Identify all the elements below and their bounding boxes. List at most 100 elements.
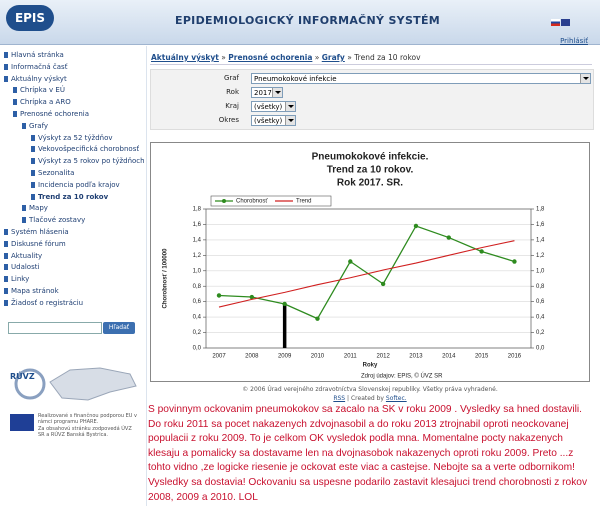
- menu-label[interactable]: Výskyt za 52 týždňov: [38, 133, 113, 142]
- select[interactable]: Pneumokokové infekcie: [251, 73, 591, 84]
- data-point: [413, 223, 419, 229]
- select-value: (všetky): [254, 117, 283, 125]
- y-tick-label: 0,4: [193, 315, 202, 321]
- menu-item[interactable]: Tlačové zostavy: [22, 215, 85, 226]
- menu-item[interactable]: Vekovošpecifická chorobnosť: [31, 144, 139, 155]
- menu-label[interactable]: Informačná časť: [11, 62, 68, 71]
- menu-label[interactable]: Hlavná stránka: [11, 51, 64, 59]
- select-value: (všetky): [254, 103, 283, 111]
- menu-item[interactable]: Chrípka v EÚ: [13, 85, 65, 96]
- legend-marker: [222, 199, 226, 203]
- menu-label[interactable]: Mapy: [29, 204, 48, 213]
- phare-note: Realizované s finančnou podporou EU v rá…: [38, 413, 137, 425]
- menu-label[interactable]: Linky: [11, 275, 30, 284]
- y2-tick-label: 1,4: [536, 237, 545, 243]
- menu-label[interactable]: Chrípka a ARO: [20, 98, 71, 107]
- menu-item[interactable]: Hlavná stránka: [4, 50, 64, 61]
- y2-tick-label: 0,2: [536, 330, 545, 336]
- menu-item[interactable]: Udalosti: [4, 262, 39, 273]
- x-tick-label: 2012: [376, 354, 390, 360]
- select[interactable]: (všetky): [251, 101, 296, 112]
- menu-item[interactable]: Výskyt za 5 rokov po týždňoch: [31, 156, 145, 167]
- rss-link[interactable]: RSS: [333, 395, 346, 402]
- menu-item[interactable]: Žiadosť o registráciu: [4, 298, 83, 309]
- chart-title: Pneumokokové infekcie.: [312, 152, 429, 163]
- data-point: [249, 294, 255, 300]
- site-title: EPIDEMIOLOGICKÝ INFORMAČNÝ SYSTÉM: [175, 14, 441, 27]
- menu-item[interactable]: Incidencia podľa krajov: [31, 180, 120, 191]
- menu-label[interactable]: Incidencia podľa krajov: [38, 180, 120, 189]
- data-point: [315, 316, 320, 321]
- search-button[interactable]: Hľadať: [103, 322, 135, 334]
- menu-item[interactable]: Diskusné fórum: [4, 239, 66, 250]
- field-label: Rok: [226, 88, 239, 96]
- menu-label[interactable]: Grafy: [29, 121, 49, 130]
- menu-label[interactable]: Udalosti: [11, 263, 40, 272]
- flag-en[interactable]: [561, 19, 570, 26]
- slovakia-map: [14, 367, 137, 401]
- logo[interactable]: EPIS: [6, 5, 54, 31]
- breadcrumb-item[interactable]: Aktuálny výskyt: [151, 53, 219, 62]
- x-tick-label: 2011: [344, 354, 358, 360]
- bullet: [4, 63, 8, 70]
- y2-tick-label: 0,6: [536, 299, 545, 305]
- menu-item[interactable]: Linky: [4, 274, 29, 285]
- menu-item[interactable]: Trend za 10 rokov: [31, 192, 108, 203]
- bullet: [31, 134, 35, 141]
- menu-item[interactable]: Chrípka a ARO: [13, 97, 71, 108]
- menu-item[interactable]: Mapa stránok: [4, 286, 59, 297]
- menu-label[interactable]: Prenosné ochorenia: [20, 110, 90, 118]
- menu-item[interactable]: Informačná časť: [4, 62, 67, 73]
- x-tick-label: 2013: [409, 354, 423, 360]
- menu-item[interactable]: Prenosné ochorenia: [13, 109, 89, 120]
- menu-label[interactable]: Výskyt za 5 rokov po týždňoch: [38, 157, 145, 166]
- bullet: [4, 299, 8, 306]
- select-value: Pneumokokové infekcie: [254, 75, 337, 83]
- y2-tick-label: 1,6: [536, 222, 545, 228]
- bullet: [4, 52, 8, 58]
- menu-label[interactable]: Trend za 10 rokov: [38, 192, 109, 201]
- breadcrumb-item: Trend za 10 rokov: [354, 53, 421, 62]
- select[interactable]: 2017: [251, 87, 283, 98]
- menu-item[interactable]: Mapy: [22, 203, 48, 214]
- y2-tick-label: 1,0: [536, 268, 545, 274]
- y2-tick-label: 1,2: [536, 253, 545, 259]
- menu-label[interactable]: Žiadosť o registráciu: [11, 298, 84, 307]
- login-link[interactable]: Prihlásiť: [560, 37, 588, 45]
- source-note: Zdroj údajov: EPIS, © ÚVZ SR: [361, 373, 443, 380]
- breadcrumb-sep: »: [344, 53, 355, 62]
- search-input[interactable]: [8, 322, 102, 334]
- menu-label[interactable]: Aktuálny výskyt: [11, 74, 67, 83]
- menu-label[interactable]: Chrípka v EÚ: [20, 86, 65, 95]
- menu-item[interactable]: Aktuality: [4, 251, 42, 262]
- select[interactable]: (všetky): [251, 115, 296, 126]
- menu-label[interactable]: Diskusné fórum: [11, 239, 66, 248]
- bullet: [4, 229, 8, 235]
- menu-label[interactable]: Vekovošpecifická chorobnosť: [38, 145, 140, 154]
- data-point: [348, 259, 353, 264]
- y2-tick-label: 0,0: [536, 346, 545, 352]
- x-axis-label: Roky: [363, 363, 378, 369]
- flag-sk[interactable]: [551, 19, 560, 26]
- breadcrumb-item[interactable]: Grafy: [321, 53, 345, 62]
- menu-item[interactable]: Grafy: [22, 121, 48, 132]
- y-tick-label: 1,4: [193, 237, 202, 243]
- select-arrow: [272, 88, 282, 97]
- menu-label[interactable]: Tlačové zostavy: [29, 216, 86, 225]
- menu-item[interactable]: Výskyt za 52 týždňov: [31, 133, 113, 144]
- bullet: [31, 181, 35, 188]
- menu-item[interactable]: Aktuálny výskyt: [4, 74, 67, 85]
- bullet: [31, 158, 35, 165]
- breadcrumb-sep: »: [312, 53, 322, 62]
- softec-link[interactable]: Softec.: [385, 395, 407, 402]
- menu-item[interactable]: Sezonalita: [31, 168, 74, 179]
- bullet: [4, 276, 8, 283]
- y-tick-label: 1,2: [193, 253, 202, 259]
- menu-label[interactable]: Aktuality: [11, 251, 43, 260]
- bullet: [22, 122, 26, 129]
- menu-label[interactable]: Mapa stránok: [11, 287, 59, 295]
- menu-item[interactable]: Systém hlásenia: [4, 227, 69, 238]
- menu-label[interactable]: Sezonalita: [38, 169, 75, 177]
- breadcrumb-item[interactable]: Prenosné ochorenia: [228, 53, 313, 62]
- menu-label[interactable]: Systém hlásenia: [11, 228, 69, 236]
